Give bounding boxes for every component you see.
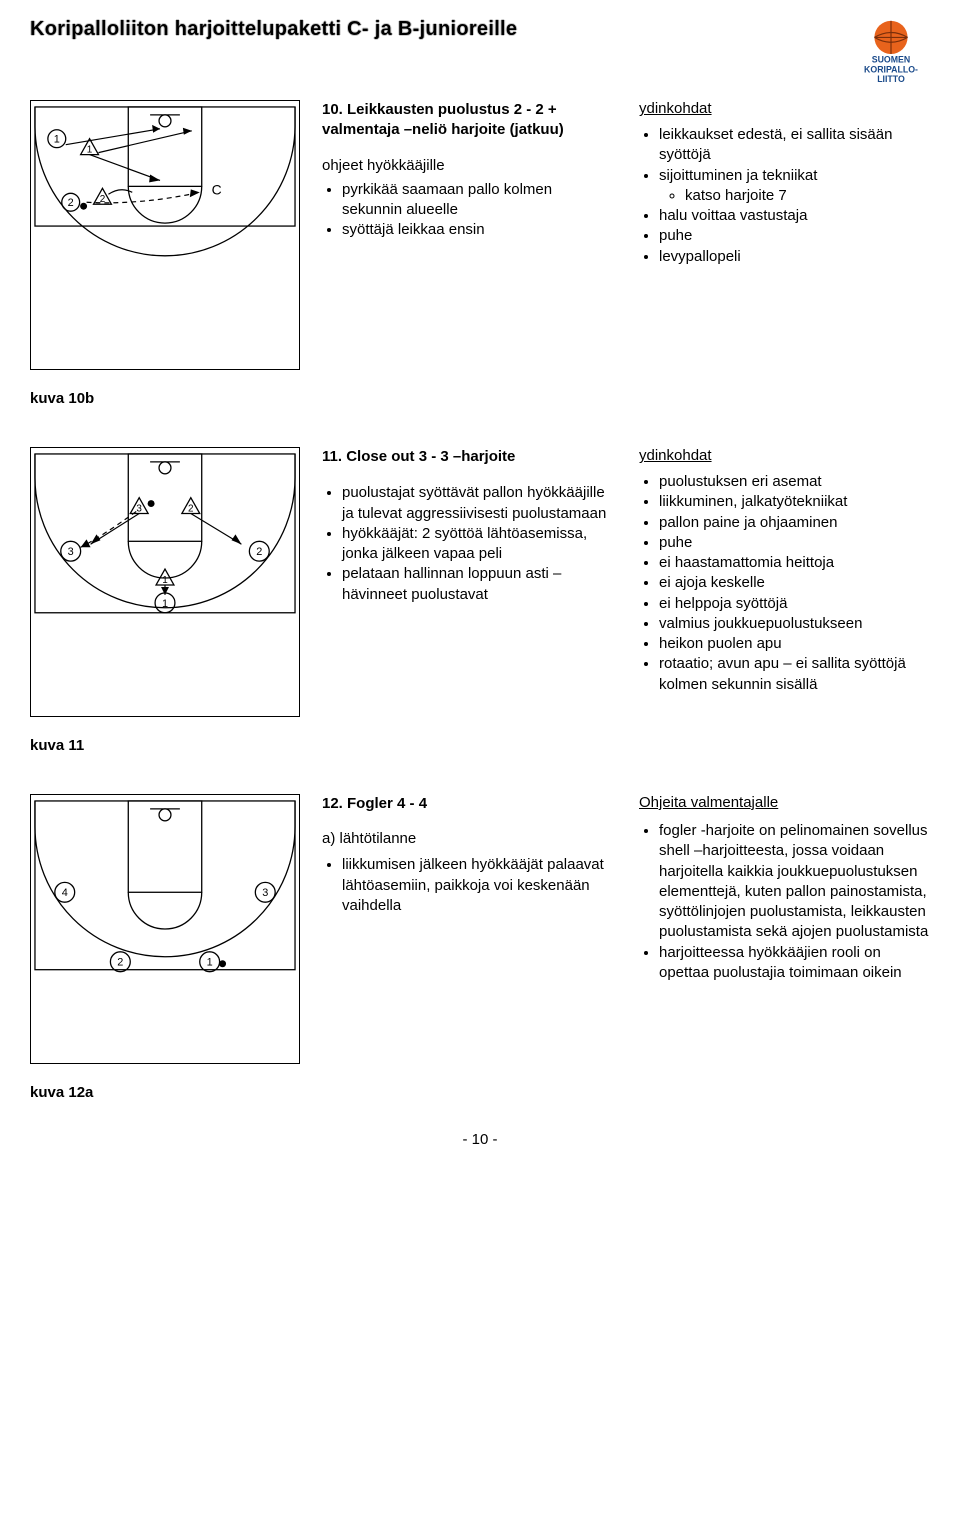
section-10-left-col: 10. Leikkausten puolustus 2 - 2 + valmen… <box>322 100 613 273</box>
svg-text:KORIPALLO-: KORIPALLO- <box>864 65 918 75</box>
svg-text:C: C <box>212 181 222 197</box>
svg-text:2: 2 <box>188 504 194 515</box>
list-item: syöttäjä leikkaa ensin <box>342 220 613 240</box>
list-item: leikkaukset edestä, ei sallita sisään sy… <box>659 125 930 166</box>
svg-text:1: 1 <box>87 145 93 156</box>
left-heading-10: ohjeet hyökkääjille <box>322 157 613 174</box>
left-heading-12: a) lähtötilanne <box>322 830 613 847</box>
left-list-12: liikkumisen jälkeen hyökkääjät palaavat … <box>322 855 613 916</box>
list-item: ei haastamattomia heittoja <box>659 553 930 573</box>
list-item: pyrkikää saamaan pallo kolmen sekunnin a… <box>342 180 613 221</box>
drill-title-11: 11. Close out 3 - 3 –harjoite <box>322 447 613 467</box>
page-number: - 10 - <box>30 1131 930 1148</box>
section-12: 4 3 2 1 12. Fogler 4 - 4 a) lähtötilanne… <box>30 794 930 1064</box>
section-11-left-col: 11. Close out 3 - 3 –harjoite puolustaja… <box>322 447 613 701</box>
svg-text:LIITTO: LIITTO <box>877 74 905 84</box>
svg-text:2: 2 <box>117 957 123 969</box>
list-item: liikkuminen, jalkatyötekniikat <box>659 492 930 512</box>
drill-title-10: 10. Leikkausten puolustus 2 - 2 + valmen… <box>322 100 613 141</box>
svg-text:3: 3 <box>136 504 142 515</box>
list-item: liikkumisen jälkeen hyökkääjät palaavat … <box>342 855 613 916</box>
svg-text:2: 2 <box>68 197 74 209</box>
diagram-11: 3 2 1 3 2 1 <box>30 447 300 717</box>
right-list-12: fogler -harjoite on pelinomainen sovellu… <box>639 821 930 983</box>
list-item: ei helppoja syöttöjä <box>659 594 930 614</box>
section-12-right-col: Ohjeita valmentajalle fogler -harjoite o… <box>639 794 930 989</box>
list-item: halu voittaa vastustaja <box>659 206 930 226</box>
left-list-10: pyrkikää saamaan pallo kolmen sekunnin a… <box>322 180 613 241</box>
list-item: valmius joukkuepuolustukseen <box>659 614 930 634</box>
list-item: fogler -harjoite on pelinomainen sovellu… <box>659 821 930 943</box>
list-item: puolustajat syöttävät pallon hyökkääjill… <box>342 483 613 524</box>
svg-text:SUOMEN: SUOMEN <box>872 55 910 65</box>
svg-text:1: 1 <box>162 598 168 610</box>
drill-title-12: 12. Fogler 4 - 4 <box>322 794 613 814</box>
page-title: Koripalloliiton harjoittelupaketti C- ja… <box>30 18 517 41</box>
svg-text:1: 1 <box>207 957 213 969</box>
caption-12a: kuva 12a <box>30 1084 930 1101</box>
list-item: ei ajoja keskelle <box>659 573 930 593</box>
page-header: Koripalloliiton harjoittelupaketti C- ja… <box>30 18 930 92</box>
caption-11: kuva 11 <box>30 737 930 754</box>
section-10-right-col: ydinkohdat leikkaukset edestä, ei sallit… <box>639 100 930 273</box>
svg-text:1: 1 <box>54 134 60 146</box>
list-item: puhe <box>659 533 930 553</box>
section-11-right-col: ydinkohdat puolustuksen eri asemat liikk… <box>639 447 930 701</box>
list-item: harjoitteessa hyökkääjien rooli on opett… <box>659 943 930 984</box>
right-list-11: puolustuksen eri asemat liikkuminen, jal… <box>639 472 930 695</box>
right-list-10: leikkaukset edestä, ei sallita sisään sy… <box>639 125 930 267</box>
section-12-left-col: 12. Fogler 4 - 4 a) lähtötilanne liikkum… <box>322 794 613 989</box>
list-item: pallon paine ja ohjaaminen <box>659 513 930 533</box>
federation-logo: SUOMEN KORIPALLO- LIITTO <box>852 14 930 92</box>
list-item: heikon puolen apu <box>659 634 930 654</box>
list-item: rotaatio; avun apu – ei sallita syöttöjä… <box>659 654 930 695</box>
section-11: 3 2 1 3 2 1 1 1 <box>30 447 930 717</box>
list-item: levypallopeli <box>659 247 930 267</box>
svg-text:4: 4 <box>62 887 68 899</box>
svg-text:1: 1 <box>162 575 168 586</box>
list-item: hyökkääjät: 2 syöttöä lähtöasemissa, jon… <box>342 524 613 565</box>
svg-text:3: 3 <box>68 546 74 558</box>
svg-text:2: 2 <box>100 194 106 205</box>
right-heading-10: ydinkohdat <box>639 100 930 117</box>
list-item: sijoittuminen ja tekniikat katso harjoit… <box>659 166 930 207</box>
diagram-10b: 1 1 2 2 C <box>30 100 300 370</box>
svg-text:3: 3 <box>262 887 268 899</box>
right-heading-11: ydinkohdat <box>639 447 930 464</box>
caption-10b: kuva 10b <box>30 390 930 407</box>
list-item: puhe <box>659 226 930 246</box>
right-heading-12: Ohjeita valmentajalle <box>639 794 930 811</box>
section-10: 1 1 2 2 C <box>30 100 930 370</box>
svg-text:2: 2 <box>256 546 262 558</box>
left-list-11: puolustajat syöttävät pallon hyökkääjill… <box>322 483 613 605</box>
list-item: pelataan hallinnan loppuun asti – hävinn… <box>342 564 613 605</box>
list-item: puolustuksen eri asemat <box>659 472 930 492</box>
diagram-12a: 4 3 2 1 <box>30 794 300 1064</box>
sub-item: katso harjoite 7 <box>685 186 930 206</box>
